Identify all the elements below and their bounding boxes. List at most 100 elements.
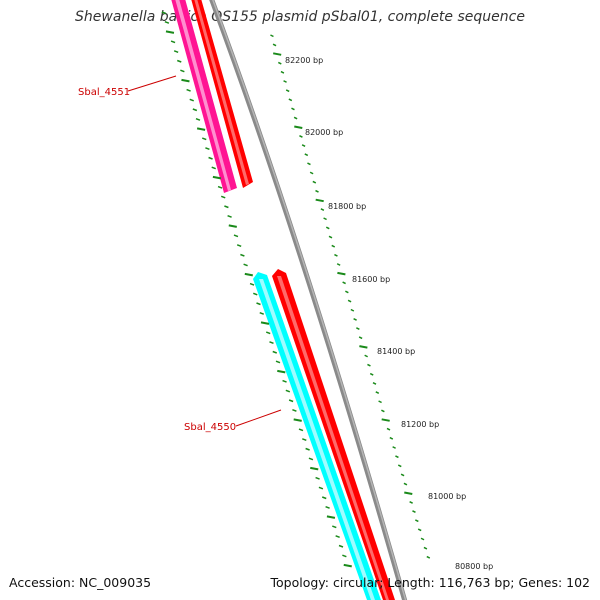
outer-tick: [272, 52, 282, 56]
inner-tick: [342, 554, 347, 558]
outer-tick: [389, 436, 394, 440]
inner-tick: [315, 476, 320, 480]
inner-tick: [244, 272, 254, 277]
inner-tick: [243, 263, 248, 267]
outer-tick: [320, 208, 325, 212]
outer-tick: [334, 253, 338, 257]
inner-tick: [212, 175, 222, 180]
outer-tick: [315, 198, 324, 203]
outer-tick: [381, 418, 390, 422]
tick-label-82200-bp: 82200 bp: [285, 56, 323, 65]
inner-tick: [256, 302, 261, 306]
outer-tick: [323, 217, 327, 221]
inner-tick: [265, 331, 271, 335]
gene-arrow-sbal-4551-shine: [175, 0, 231, 191]
tick-label-82000-bp: 82000 bp: [305, 128, 343, 137]
outer-tick: [342, 281, 346, 285]
inner-tick: [282, 379, 287, 383]
outer-tick: [309, 171, 314, 175]
outer-tick: [378, 400, 382, 404]
gene-label-sbal-4550: Sbal_4550: [184, 422, 236, 433]
inner-tick: [164, 20, 170, 24]
inner-tick: [335, 535, 340, 539]
outer-tick: [325, 226, 330, 230]
outer-tick: [409, 500, 413, 504]
outer-tick: [417, 528, 422, 532]
inner-tick: [259, 311, 265, 315]
inner-tick: [173, 50, 179, 54]
inner-tick: [308, 457, 314, 461]
inner-tick: [181, 78, 190, 83]
outer-tick: [397, 464, 402, 468]
inner-tick: [292, 408, 297, 412]
outer-tick: [395, 455, 399, 459]
outer-tick: [299, 134, 303, 138]
inner-tick: [321, 496, 327, 500]
outer-tick: [369, 372, 374, 376]
tick-label-81200-bp: 81200 bp: [401, 420, 439, 429]
tick-label-81800-bp: 81800 bp: [328, 202, 366, 211]
tick-label-81600-bp: 81600 bp: [352, 275, 390, 284]
outer-tick: [420, 537, 425, 541]
inner-tick: [298, 428, 304, 432]
inner-tick: [211, 166, 216, 170]
gene-label-sbal-4551: Sbal_4551: [78, 87, 130, 98]
inner-tick: [192, 108, 198, 112]
outer-tick: [294, 125, 303, 129]
tick-label-81400-bp: 81400 bp: [377, 347, 415, 356]
inner-tick: [318, 486, 324, 490]
gene-arrow-red-upper-shine: [194, 0, 249, 185]
inner-tick: [205, 147, 210, 151]
outer-tick: [291, 107, 295, 111]
gene-arrow-red-lower-shine: [277, 276, 389, 600]
inner-tick: [332, 525, 337, 529]
outer-tick: [372, 382, 377, 385]
inner-tick: [195, 117, 201, 121]
inner-tick: [208, 156, 213, 160]
inner-tick: [236, 244, 242, 248]
outer-tick: [328, 235, 333, 239]
inner-tick: [170, 40, 176, 44]
inner-tick: [285, 389, 291, 393]
outer-tick: [412, 510, 416, 513]
gene-label-leader: [127, 75, 177, 92]
tick-label-80800-bp: 80800 bp: [455, 562, 493, 571]
outer-tick: [301, 144, 306, 147]
gene-label-leader: [235, 409, 282, 427]
inner-tick: [272, 350, 278, 354]
outer-tick: [336, 263, 341, 266]
inner-tick: [220, 195, 226, 199]
inner-tick: [293, 418, 302, 422]
accession-text: Accession: NC_009035: [9, 575, 152, 590]
outer-tick: [358, 336, 363, 340]
topology-stats-text: Topology: circular; Length: 116,763 bp; …: [270, 575, 591, 590]
inner-tick: [217, 185, 223, 189]
outer-tick: [283, 80, 287, 83]
inner-tick: [161, 11, 167, 15]
outer-tick: [345, 290, 349, 294]
inner-tick: [227, 214, 232, 218]
inner-tick: [249, 282, 255, 286]
outer-tick: [293, 116, 298, 120]
outer-tick: [350, 308, 355, 312]
inner-tick: [253, 292, 258, 296]
inner-tick: [275, 360, 281, 364]
inner-tick: [165, 30, 175, 34]
inner-tick: [176, 59, 182, 63]
outer-tick: [272, 43, 277, 47]
inner-tick: [196, 127, 206, 131]
outer-tick: [331, 244, 336, 248]
outer-tick: [356, 327, 360, 330]
inner-tick: [180, 69, 185, 73]
outer-tick: [403, 482, 408, 486]
tick-label-81000-bp: 81000 bp: [428, 492, 466, 501]
inner-tick: [228, 224, 237, 228]
outer-tick: [364, 354, 368, 358]
outer-tick: [304, 153, 309, 157]
outer-tick: [315, 189, 319, 193]
inner-tick: [288, 399, 294, 403]
inner-tick: [302, 438, 307, 442]
inner-tick: [277, 369, 286, 374]
